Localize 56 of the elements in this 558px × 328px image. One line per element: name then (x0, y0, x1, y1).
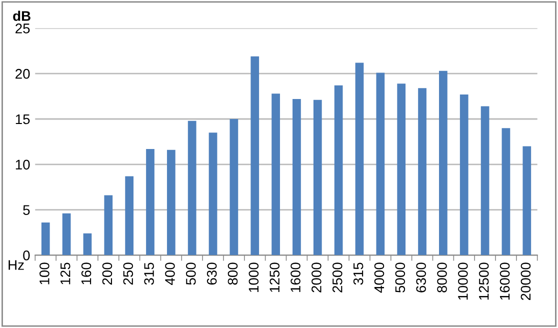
bar (460, 94, 468, 256)
bar (41, 222, 50, 256)
x-tick-label: 4000 (374, 262, 384, 293)
x-tick-label: 1600 (290, 262, 300, 292)
bar (208, 132, 218, 256)
x-tick-label: 1000 (248, 262, 259, 292)
bar (62, 213, 71, 256)
bar (272, 94, 280, 256)
bar (334, 85, 343, 256)
x-tick-label: 16000 (500, 262, 510, 300)
bar (376, 72, 385, 256)
x-tick-label: 315 (353, 262, 364, 285)
x-tick-label: 125 (60, 262, 70, 284)
x-tick-label: 2500 (332, 262, 342, 292)
bar (313, 100, 322, 256)
bar (188, 120, 196, 256)
x-tick-label: 500 (186, 262, 196, 285)
y-tick-label: 15 (16, 114, 30, 124)
bar (230, 119, 238, 256)
x-tick-label: 630 (206, 262, 217, 285)
bar (104, 195, 113, 256)
bar (502, 128, 510, 256)
x-axis-title: Hz (8, 260, 24, 270)
y-tick-label: 20 (16, 68, 30, 79)
y-tick-label: 10 (16, 160, 30, 170)
bar (439, 70, 448, 256)
x-tick-label: 400 (165, 262, 175, 285)
bar (522, 146, 532, 256)
bar (292, 99, 301, 256)
bar (355, 62, 364, 256)
y-tick-label: 25 (16, 24, 30, 34)
y-tick-label: 0 (23, 250, 30, 260)
x-tick-label: 20000 (520, 262, 531, 300)
x-tick-label: 160 (81, 262, 92, 284)
bar (480, 106, 490, 256)
bar (146, 148, 154, 256)
bar (418, 88, 426, 256)
y-axis-title: dB (13, 10, 30, 21)
bar (250, 56, 260, 256)
x-tick-label: 8000 (437, 262, 447, 292)
x-tick-label: 200 (102, 262, 112, 285)
bar (397, 84, 406, 256)
x-tick-label: 100 (40, 262, 50, 284)
x-tick-label: 250 (123, 262, 134, 285)
x-tick-label: 315 (144, 262, 154, 285)
x-tick-label: 12500 (478, 262, 489, 300)
x-tick-label: 6300 (416, 262, 426, 292)
x-tick-label: 5000 (395, 262, 406, 292)
bar (83, 233, 92, 256)
x-tick-label: 10000 (458, 262, 468, 300)
y-tick-label: 5 (23, 205, 30, 215)
x-tick-label: 2000 (312, 262, 322, 292)
x-tick-label: 1250 (270, 262, 280, 292)
x-tick-label: 800 (228, 262, 238, 285)
bar (166, 150, 176, 256)
bar (125, 176, 134, 256)
